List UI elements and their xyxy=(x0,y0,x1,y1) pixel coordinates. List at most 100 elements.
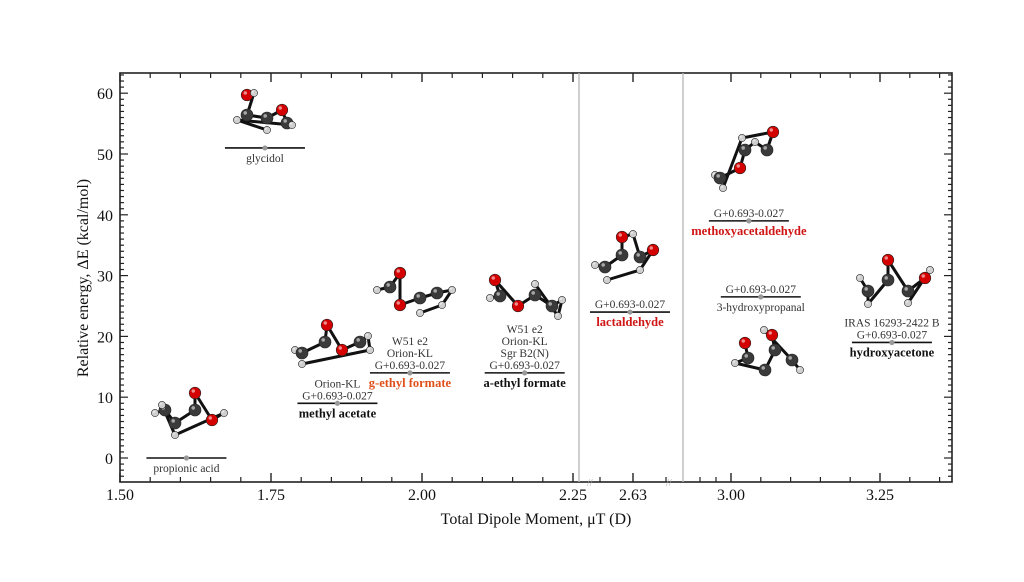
carbon-atom xyxy=(615,248,629,262)
atom-highlight xyxy=(367,347,371,350)
carbon-atom xyxy=(760,143,774,157)
molecule-name: glycidol xyxy=(246,153,284,165)
carbon-atom xyxy=(430,286,444,300)
detection-source: G+0.693-0.027 xyxy=(714,208,785,220)
energy-level-methoxyacetaldehyde: methoxyacetaldehyde G+0.693-0.027 xyxy=(691,208,807,238)
carbon-atom xyxy=(768,343,782,357)
molecule-icon-6 xyxy=(711,125,780,192)
energy-levels: propionic acid glycidol methyl acetate Orio… xyxy=(146,145,940,475)
atom-highlight xyxy=(905,300,908,303)
atom-highlight xyxy=(921,274,925,278)
atom-highlight xyxy=(278,106,283,110)
atom-highlight xyxy=(221,410,224,413)
oxygen-atom xyxy=(511,299,525,313)
atom-highlight xyxy=(769,128,773,132)
atom-highlight xyxy=(601,263,605,267)
detection-source: Orion-KL xyxy=(387,348,433,360)
atom-highlight xyxy=(555,313,558,316)
x-tick-label: 2.00 xyxy=(408,487,436,504)
carbon-atom xyxy=(413,291,427,305)
oxygen-atom xyxy=(320,318,334,332)
atom-highlight xyxy=(292,347,296,350)
carbon-atom xyxy=(758,363,772,377)
atom-highlight xyxy=(299,361,303,364)
molecule-icon-2 xyxy=(291,318,374,368)
atom-highlight xyxy=(857,275,860,278)
hydrogen-atom xyxy=(263,126,271,134)
atom-highlight xyxy=(548,302,552,306)
oxygen-atom xyxy=(918,271,932,285)
atom-highlight xyxy=(927,267,930,270)
level-point xyxy=(522,370,528,376)
detection-source: G+0.693-0.027 xyxy=(489,360,560,372)
x-tick-label: 2.63 xyxy=(619,487,647,504)
hydrogen-atom xyxy=(796,366,804,374)
hydrogen-atom xyxy=(531,280,539,288)
atom-highlight xyxy=(741,146,745,150)
x-tick-label: 2.25 xyxy=(559,487,587,504)
atom-highlight xyxy=(298,349,303,353)
oxygen-atom xyxy=(766,125,780,139)
detection-source: G+0.693-0.027 xyxy=(302,390,373,402)
hydrogen-atom xyxy=(904,299,912,307)
atom-highlight xyxy=(323,321,328,325)
atom-highlight xyxy=(739,135,742,138)
oxygen-atom xyxy=(275,103,289,117)
y-tick-label: 30 xyxy=(97,269,113,286)
atom-highlight xyxy=(417,310,421,313)
atom-highlight xyxy=(386,283,391,287)
molecule-name: 3-hydroxypropanal xyxy=(717,302,805,314)
oxygen-atom xyxy=(615,230,629,244)
atom-highlight xyxy=(636,253,640,257)
carbon-atom xyxy=(353,335,367,349)
atom-highlight xyxy=(884,256,888,260)
atom-highlight xyxy=(884,276,888,280)
atom-highlight xyxy=(356,338,361,342)
molecule-name: methyl acetate xyxy=(299,406,377,420)
atom-highlight xyxy=(487,295,491,298)
hydrogen-atom xyxy=(554,312,562,320)
y-axis-label: Relative energy, ΔE (kcal/mol) xyxy=(75,179,92,377)
carbon-atom xyxy=(240,108,254,122)
oxygen-atom xyxy=(188,386,202,400)
atom-highlight xyxy=(559,297,562,300)
atom-highlight xyxy=(720,185,723,188)
detection-source: G+0.693-0.027 xyxy=(726,284,797,296)
atom-highlight xyxy=(439,302,443,305)
level-point xyxy=(889,339,895,346)
y-tick-label: 0 xyxy=(105,451,113,468)
energy-level-glycidol: glycidol xyxy=(224,145,305,165)
level-point xyxy=(262,145,268,151)
atom-highlight xyxy=(416,294,421,298)
atom-highlight xyxy=(191,406,195,410)
carbon-atom xyxy=(861,284,875,298)
x-tick-label: 3.00 xyxy=(717,487,745,504)
atom-highlight xyxy=(716,174,720,178)
molecule-name: g-ethyl formate xyxy=(369,376,452,390)
oxygen-atom xyxy=(733,161,747,175)
molecule-icon-3 xyxy=(373,266,456,317)
bond xyxy=(419,303,443,315)
atom-highlight xyxy=(761,366,765,370)
hydrogen-atom xyxy=(158,401,166,409)
molecule-structures xyxy=(151,88,934,439)
atom-highlight xyxy=(283,119,288,123)
detection-source: W51 e2 xyxy=(507,324,543,336)
x-axis-label: Total Dipole Moment, μT (D) xyxy=(441,511,632,528)
atom-highlight xyxy=(171,419,175,423)
atom-highlight xyxy=(172,432,175,435)
atom-highlight xyxy=(234,117,237,120)
hydrogen-atom xyxy=(558,296,566,304)
oxygen-atom xyxy=(646,243,660,257)
energy-level-lactaldehyde: lactaldehyde G+0.693-0.027 xyxy=(590,299,670,329)
hydrogen-atom xyxy=(220,409,228,417)
y-tick-label: 50 xyxy=(97,147,113,164)
detection-source: G+0.693-0.027 xyxy=(375,360,446,372)
hydrogen-atom xyxy=(416,309,424,317)
atom-highlight xyxy=(263,114,268,118)
bond xyxy=(606,268,641,282)
atom-highlight xyxy=(736,164,740,168)
oxygen-atom xyxy=(488,273,502,287)
bond xyxy=(236,118,268,132)
